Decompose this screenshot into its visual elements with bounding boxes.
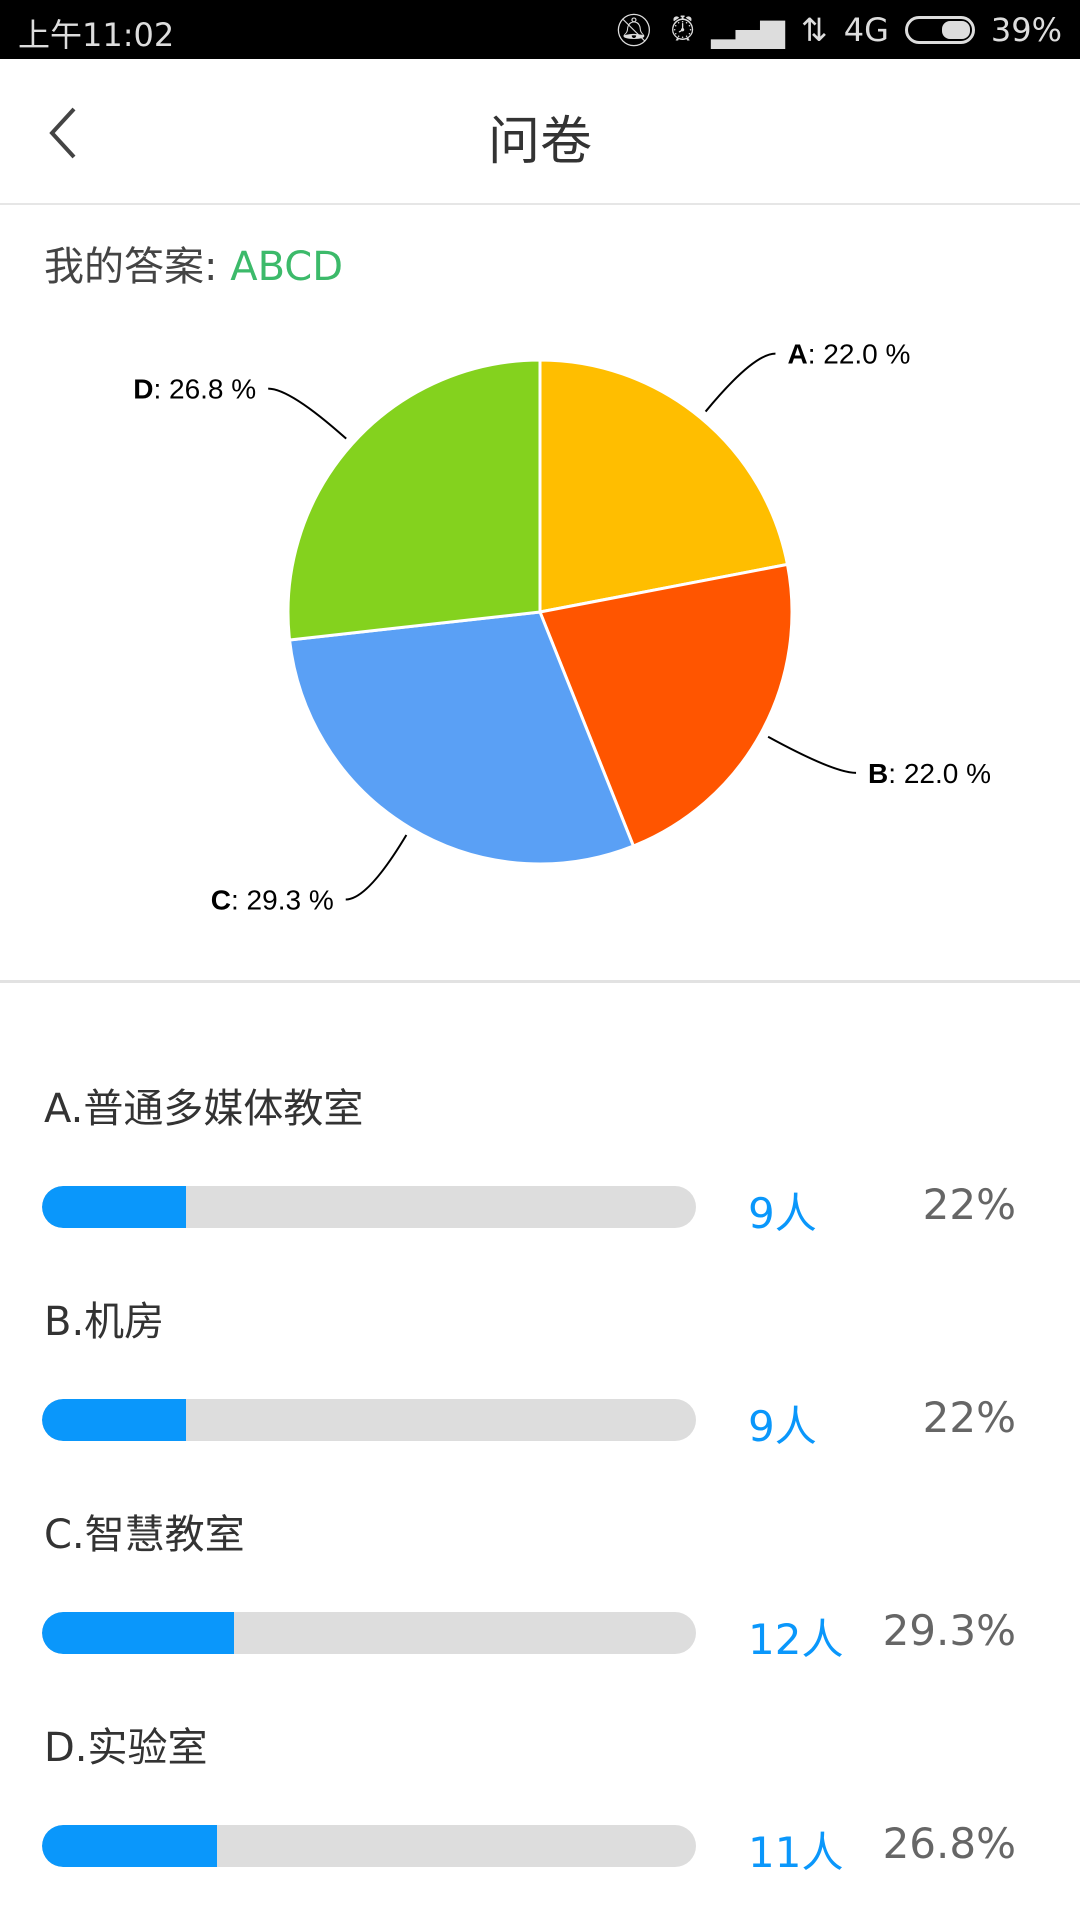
progress-bar: [42, 1186, 696, 1228]
signal-icon: ▂▄▆: [711, 10, 785, 49]
option-row: C.智慧教室 12人 29.3%: [0, 1502, 1080, 1715]
data-icon: ⇅: [800, 10, 828, 49]
progress-bar: [42, 1399, 696, 1441]
my-answer-value: ABCD: [230, 244, 344, 290]
header: 问卷: [0, 59, 1080, 205]
option-count: 9人: [748, 1402, 817, 1451]
chevron-left-icon: [49, 107, 76, 159]
pie-label-category: C: [211, 885, 231, 916]
leader-line: [767, 735, 857, 774]
option-label: D.实验室: [44, 1725, 208, 1771]
alarm-icon: ⏰︎: [670, 10, 696, 48]
divider: [0, 980, 1080, 983]
my-answer: 我的答案: ABCD: [44, 234, 343, 292]
pie-slice-A: [538, 358, 790, 614]
pie-label: C: 29.3 %: [211, 885, 334, 916]
pie-label-category: D: [133, 374, 153, 405]
pie-label-value: : 22.0 %: [808, 339, 911, 370]
option-percent: 29.3%: [882, 1606, 1016, 1655]
pie-label: D: 26.8 %: [133, 374, 256, 405]
option-count: 9人: [748, 1189, 817, 1238]
leader-line: [345, 834, 408, 901]
my-answer-label: 我的答案:: [44, 244, 231, 290]
mute-icon: 🔕︎: [613, 10, 655, 49]
progress-fill: [42, 1825, 218, 1867]
pie-label-category: B: [868, 758, 888, 789]
battery-icon: [904, 15, 975, 44]
option-label: B.机房: [44, 1299, 165, 1345]
option-count: 12人: [748, 1615, 844, 1664]
option-label: C.智慧教室: [44, 1512, 245, 1558]
option-row: D.实验室 11人 26.8%: [0, 1715, 1080, 1928]
progress-fill: [42, 1399, 186, 1441]
leader-line: [704, 352, 776, 413]
pie-slice-B: [537, 562, 794, 848]
pie-label-value: : 29.3 %: [231, 885, 334, 916]
option-percent: 22%: [922, 1180, 1016, 1229]
option-percent: 22%: [922, 1393, 1016, 1442]
option-label: A.普通多媒体教室: [44, 1086, 364, 1132]
pie-label: B: 22.0 %: [868, 758, 991, 789]
status-time: 上午11:02: [18, 16, 175, 54]
status-bar: 上午11:02 🔕︎ ⏰︎ ▂▄▆ ⇅ 4G 39%: [0, 0, 1080, 59]
option-row: A.普通多媒体教室 9人 22%: [0, 1076, 1080, 1289]
pie-slice-C: [287, 610, 636, 866]
pie-label-value: : 22.0 %: [888, 758, 991, 789]
option-count: 11人: [748, 1828, 844, 1877]
network-type: 4G: [843, 10, 889, 49]
pie-chart: A: 22.0 %B: 22.0 %C: 29.3 %D: 26.8 %: [133, 339, 991, 916]
page-title: 问卷: [487, 112, 592, 172]
progress-bar: [42, 1825, 696, 1867]
progress-fill: [42, 1612, 234, 1654]
pie-label-value: : 26.8 %: [153, 374, 256, 405]
progress-bar: [42, 1612, 696, 1654]
option-row: B.机房 9人 22%: [0, 1289, 1080, 1502]
pie-label-category: A: [787, 339, 807, 370]
progress-fill: [42, 1186, 186, 1228]
leader-line: [268, 387, 347, 440]
pie-slice-D: [286, 358, 542, 642]
pie-label: A: 22.0 %: [787, 339, 910, 370]
back-button[interactable]: [40, 103, 100, 163]
battery-percent: 39%: [990, 10, 1062, 49]
option-percent: 26.8%: [882, 1819, 1016, 1868]
